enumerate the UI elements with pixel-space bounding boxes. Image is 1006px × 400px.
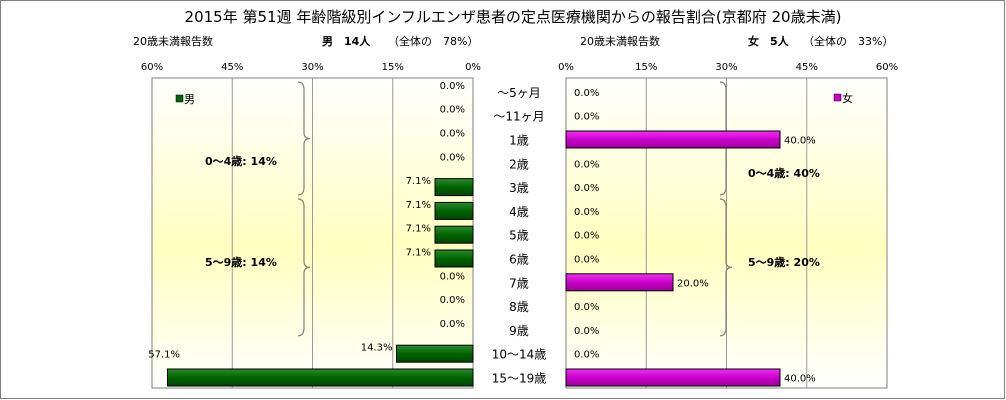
female-tick-label: 0% [558, 62, 574, 73]
female-value-label: 40.0% [784, 374, 816, 385]
female-value-label: 40.0% [784, 136, 816, 147]
female-value-label: 0.0% [574, 207, 599, 218]
male-tick-label: 45% [221, 62, 243, 73]
male-bar [395, 344, 474, 363]
male-header-left: 20歳未満報告数 [133, 35, 213, 48]
female-header-share: （全体の 33%） [803, 34, 893, 48]
age-category-label: 15～19歳 [492, 372, 547, 386]
female-legend-label: 女 [842, 91, 853, 105]
male-group-label-0-4: 0～4歳: 14% [205, 154, 277, 168]
male-value-label: 7.1% [406, 200, 431, 211]
male-value-label: 7.1% [406, 176, 431, 187]
male-value-label: 7.1% [406, 248, 431, 259]
male-bar [434, 249, 474, 268]
female-header-left: 20歳未満報告数 [580, 35, 660, 48]
female-group-label-5-9: 5～9歳: 20% [748, 255, 820, 269]
male-bracket-5-9 [297, 198, 311, 337]
female-value-label: 0.0% [574, 350, 599, 361]
age-category-label: ～11ヶ月 [493, 110, 544, 124]
age-category-label: 4歳 [509, 205, 529, 219]
male-value-label: 0.0% [440, 129, 465, 140]
male-bar [434, 225, 474, 244]
male-legend-swatch [175, 94, 184, 103]
female-tick-label: 45% [796, 62, 818, 73]
male-bar [434, 201, 474, 220]
female-value-label: 0.0% [574, 255, 599, 266]
age-category-label: 6歳 [509, 253, 529, 267]
female-value-label: 0.0% [574, 183, 599, 194]
male-value-label: 0.0% [440, 295, 465, 306]
male-value-label: 0.0% [440, 105, 465, 116]
male-tick-label: 60% [141, 62, 163, 73]
age-category-label: 5歳 [509, 229, 529, 243]
male-bar [167, 368, 474, 387]
female-bar [565, 273, 674, 292]
male-tick-label: 0% [465, 62, 481, 73]
female-value-label: 0.0% [574, 302, 599, 313]
age-category-label: 2歳 [509, 157, 529, 171]
age-category-label: 8歳 [509, 300, 529, 314]
male-header-main: 男 14人 [322, 34, 371, 48]
female-value-label: 0.0% [574, 326, 599, 337]
male-value-label: 0.0% [440, 81, 465, 92]
male-value-label: 0.0% [440, 319, 465, 330]
male-value-label: 57.1% [148, 350, 180, 361]
female-bracket-5-9 [719, 198, 733, 337]
female-value-label: 0.0% [574, 159, 599, 170]
female-bar [565, 368, 781, 387]
male-legend-label: 男 [184, 93, 195, 106]
male-bar [434, 178, 474, 197]
female-legend-swatch [833, 93, 842, 102]
male-value-label: 0.0% [440, 152, 465, 163]
male-value-label: 14.3% [361, 343, 393, 354]
female-bar [565, 130, 781, 149]
age-category-label: 9歳 [509, 324, 529, 338]
age-category-label: 1歳 [509, 134, 529, 148]
male-tick-label: 15% [382, 62, 404, 73]
female-value-label: 0.0% [574, 231, 599, 242]
female-value-label: 0.0% [574, 88, 599, 99]
female-tick-label: 15% [635, 62, 657, 73]
female-value-label: 20.0% [677, 278, 709, 289]
age-category-label: 3歳 [509, 181, 529, 195]
female-tick-label: 30% [715, 62, 737, 73]
male-tick-label: 30% [301, 62, 323, 73]
female-header-main: 女 5人 [748, 34, 790, 48]
male-header-share: （全体の 78%） [388, 34, 478, 48]
female-group-label-0-4: 0～4歳: 40% [748, 166, 820, 180]
male-value-label: 7.1% [406, 224, 431, 235]
male-value-label: 0.0% [440, 271, 465, 282]
age-category-label: 10～14歳 [492, 348, 547, 362]
age-category-label: 7歳 [509, 276, 529, 290]
female-value-label: 0.0% [574, 112, 599, 123]
male-bracket-0-4 [297, 81, 311, 196]
chart-title: 2015年 第51週 年齢階級別インフルエンザ患者の定点医療機関からの報告割合(… [185, 8, 842, 26]
age-category-label: ～5ヶ月 [497, 86, 541, 100]
male-group-label-5-9: 5～9歳: 14% [205, 255, 277, 269]
female-tick-label: 60% [876, 62, 898, 73]
